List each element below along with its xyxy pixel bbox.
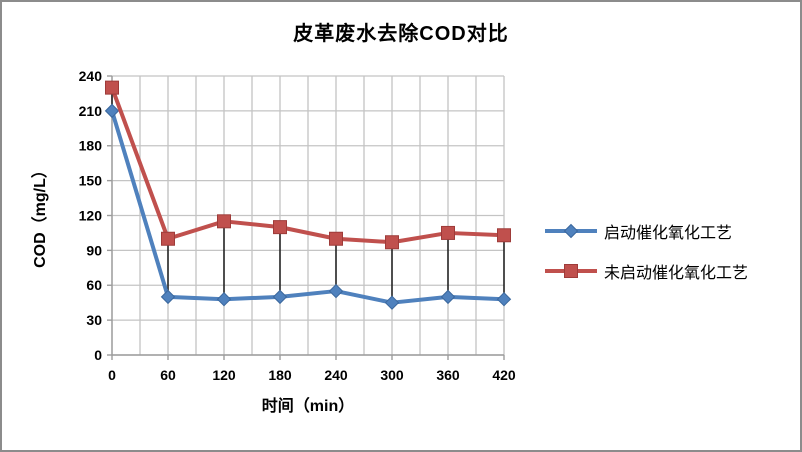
series-1: [105, 80, 511, 250]
diamond-marker: [328, 283, 344, 299]
diamond-marker: [104, 103, 120, 119]
square-marker: [329, 231, 343, 246]
diamond-marker: [440, 289, 456, 305]
series-line-1: [110, 85, 506, 245]
square-marker: [564, 264, 578, 278]
x-tick-label: 240: [324, 367, 348, 383]
diamond-legend-swatch-icon: [545, 223, 597, 239]
chart-title: 皮革废水去除COD对比: [293, 23, 509, 45]
diamond-marker: [160, 289, 176, 305]
series-line-0: [110, 108, 506, 305]
y-tick-label: 240: [79, 68, 103, 84]
x-tick-label: 120: [212, 367, 236, 383]
legend: 启动催化氧化工艺 未启动催化氧化工艺: [543, 219, 748, 283]
legend-item-1: 未启动催化氧化工艺: [543, 259, 748, 283]
square-marker: [441, 225, 455, 240]
series-0: [104, 103, 512, 310]
y-tick-label: 150: [79, 173, 103, 189]
y-tick-label: 0: [94, 347, 102, 363]
x-tick-label: 420: [492, 367, 516, 383]
square-marker: [105, 80, 119, 95]
axes: 0 30 60 90 120 150 180 210 240 0 60 120 180 240 300 360…: [79, 68, 516, 383]
y-tick-label: 180: [79, 138, 103, 154]
legend-label: 未启动催化氧化工艺: [604, 265, 749, 282]
x-tick-label: 60: [160, 367, 176, 383]
high-low-lines: [111, 87, 505, 303]
diamond-marker: [563, 223, 579, 239]
y-tick-label: 120: [79, 207, 103, 223]
y-tick-label: 60: [86, 277, 102, 293]
diamond-marker: [216, 291, 232, 307]
x-tick-label: 0: [108, 367, 116, 383]
y-axis-title: COD（mg/L）: [32, 162, 49, 268]
y-tick-label: 30: [86, 312, 102, 328]
square-marker: [497, 228, 511, 243]
diamond-marker: [496, 291, 512, 307]
x-tick-label: 300: [380, 367, 404, 383]
x-tick-label: 180: [268, 367, 292, 383]
diamond-marker: [272, 289, 288, 305]
legend-item-0: 启动催化氧化工艺: [543, 219, 748, 243]
legend-label: 启动催化氧化工艺: [604, 225, 733, 242]
square-marker: [273, 220, 287, 235]
diamond-marker: [384, 295, 400, 310]
x-axis-title: 时间（min）: [261, 398, 355, 415]
square-marker: [161, 231, 175, 246]
x-tick-label: 360: [436, 367, 460, 383]
gridlines: [111, 75, 505, 356]
y-tick-label: 90: [86, 242, 102, 258]
square-marker: [385, 235, 399, 250]
y-tick-label: 210: [79, 103, 103, 119]
square-marker: [217, 214, 231, 229]
square-legend-swatch-icon: [545, 264, 597, 278]
